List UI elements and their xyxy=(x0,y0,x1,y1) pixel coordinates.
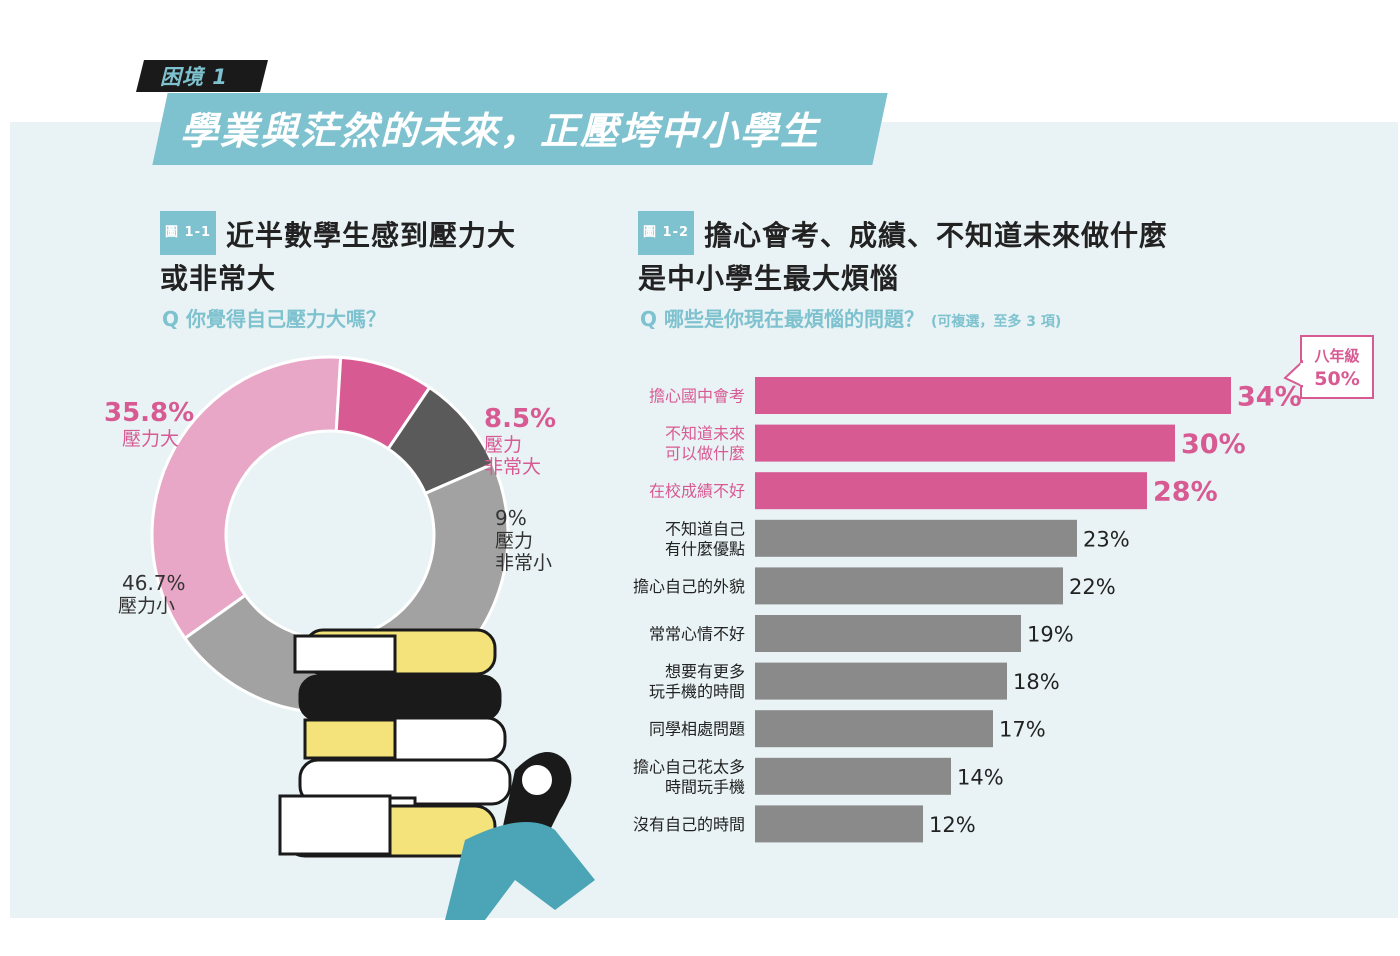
fig1-heading: 圖 1-1 近半數學生感到壓力大 或非常大 xyxy=(160,211,517,299)
donut-name-low: 壓力小 xyxy=(118,595,176,617)
fig2-question-note: (可複選，至多 3 項) xyxy=(930,314,1062,330)
callout-pointer xyxy=(1283,360,1303,388)
donut-name-very-low-2: 非常小 xyxy=(495,552,553,574)
bar-category-label: 擔心國中會考 xyxy=(649,387,745,406)
donut-value-low: 46.7% xyxy=(122,571,186,595)
bar-category-label: 不知道未來 xyxy=(665,424,745,443)
donut-name-very-high-2: 非常大 xyxy=(484,456,542,478)
fig2-heading: 圖 1-2 擔心會考、成績、不知道未來做什麼 是中小學生最大煩惱 xyxy=(638,211,1169,299)
donut-slice xyxy=(150,355,343,641)
bar-category-label: 同學相處問題 xyxy=(649,720,745,739)
bar xyxy=(755,519,1077,557)
bar-category-label: 時間玩手機 xyxy=(665,777,745,796)
bar-value-label: 28% xyxy=(1153,477,1218,508)
bar-category-label: 玩手機的時間 xyxy=(649,682,745,701)
donut-label-high: 35.8% 壓力大 xyxy=(104,398,194,450)
bar xyxy=(755,567,1063,605)
donut-value-high: 35.8% xyxy=(104,398,195,428)
bar-value-label: 17% xyxy=(999,718,1046,742)
student-books-illustration xyxy=(278,628,595,920)
fig1-question: Q 你覺得自己壓力大嗎？ xyxy=(162,307,386,331)
bar xyxy=(755,424,1175,462)
bar xyxy=(755,710,993,748)
bar-value-label: 14% xyxy=(957,765,1004,789)
section-tag: 困境 1 xyxy=(160,65,228,89)
bar-value-label: 22% xyxy=(1069,575,1116,599)
page-title: 學業與茫然的未來，正壓垮中小學生 xyxy=(180,109,821,153)
bar-value-label: 34% xyxy=(1237,382,1302,413)
bar-value-label: 12% xyxy=(929,813,976,837)
fig1-title-line1: 近半數學生感到壓力大 xyxy=(226,219,517,252)
grade8-callout: 八年級 50% xyxy=(1300,335,1374,399)
donut-label-low: 46.7% 壓力小 xyxy=(118,571,186,617)
fig2-question-text: Q 哪些是你現在最煩惱的問題？ xyxy=(640,307,924,331)
bar-category-label: 不知道自己 xyxy=(665,519,745,538)
donut-name-very-low-1: 壓力 xyxy=(495,530,534,552)
bar xyxy=(755,662,1007,700)
callout-label: 八年級 xyxy=(1314,347,1360,365)
donut-value-very-high: 8.5% xyxy=(484,404,557,434)
bar-category-label: 在校成績不好 xyxy=(649,482,745,501)
fig2-tag: 圖 1-2 xyxy=(638,211,695,255)
fig2-title-line1: 擔心會考、成績、不知道未來做什麼 xyxy=(704,219,1169,252)
bar-value-label: 18% xyxy=(1013,670,1060,694)
bar xyxy=(755,757,951,795)
fig1-tag: 圖 1-1 xyxy=(160,211,217,255)
donut-value-very-low: 9% xyxy=(495,506,527,530)
donut-name-high: 壓力大 xyxy=(122,428,180,450)
bar-category-label: 擔心自己花太多 xyxy=(633,757,745,776)
fig2-question: Q 哪些是你現在最煩惱的問題？ (可複選，至多 3 項) xyxy=(640,303,1061,332)
bar-value-label: 19% xyxy=(1027,623,1074,647)
bar xyxy=(755,615,1021,652)
donut-label-very-high: 8.5% 壓力 非常大 xyxy=(484,404,556,478)
bar-category-label: 可以做什麼 xyxy=(665,444,745,463)
bar xyxy=(755,377,1231,414)
bar-category-label: 常常心情不好 xyxy=(649,625,745,644)
fig2-title-line2: 是中小學生最大煩惱 xyxy=(638,262,900,295)
bar-value-label: 30% xyxy=(1181,429,1246,460)
fig1-title-line2: 或非常大 xyxy=(160,262,277,295)
donut-label-very-low: 9% 壓力 非常小 xyxy=(495,506,552,574)
content-panel xyxy=(10,122,1398,918)
donut-name-very-high-1: 壓力 xyxy=(484,434,523,456)
bar xyxy=(755,472,1147,510)
bar-category-label: 想要有更多 xyxy=(665,662,745,681)
bar-value-label: 23% xyxy=(1083,527,1130,551)
bar-category-label: 擔心自己的外貌 xyxy=(633,577,745,596)
callout-value: 50% xyxy=(1314,368,1360,390)
bar xyxy=(755,805,923,843)
bar-category-label: 沒有自己的時間 xyxy=(633,815,745,834)
bar-category-label: 有什麼優點 xyxy=(665,539,745,558)
